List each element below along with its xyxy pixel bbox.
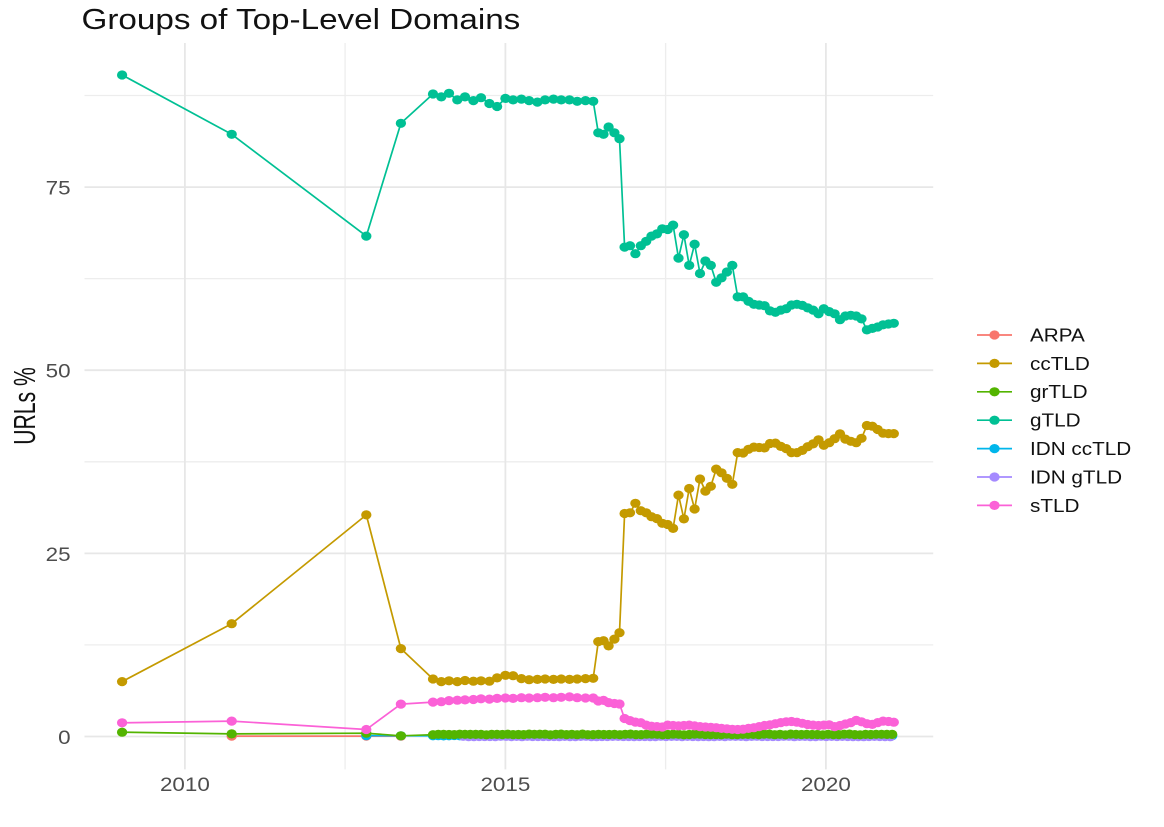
svg-text:IDN gTLD: IDN gTLD [1030,467,1122,488]
svg-text:2010: 2010 [160,774,210,795]
svg-text:75: 75 [46,178,71,199]
svg-text:IDN ccTLD: IDN ccTLD [1030,439,1131,460]
svg-text:ccTLD: ccTLD [1030,354,1090,375]
svg-text:0: 0 [58,727,70,748]
svg-text:Groups of Top-Level Domains: Groups of Top-Level Domains [82,3,521,35]
svg-text:2015: 2015 [480,774,530,795]
svg-text:grTLD: grTLD [1030,382,1088,403]
svg-text:2020: 2020 [801,774,851,795]
svg-text:URLs %: URLs % [7,367,42,445]
svg-text:25: 25 [46,544,71,565]
svg-text:ARPA: ARPA [1030,325,1086,346]
svg-text:50: 50 [46,361,71,382]
svg-text:gTLD: gTLD [1030,411,1081,432]
svg-text:sTLD: sTLD [1030,496,1079,517]
